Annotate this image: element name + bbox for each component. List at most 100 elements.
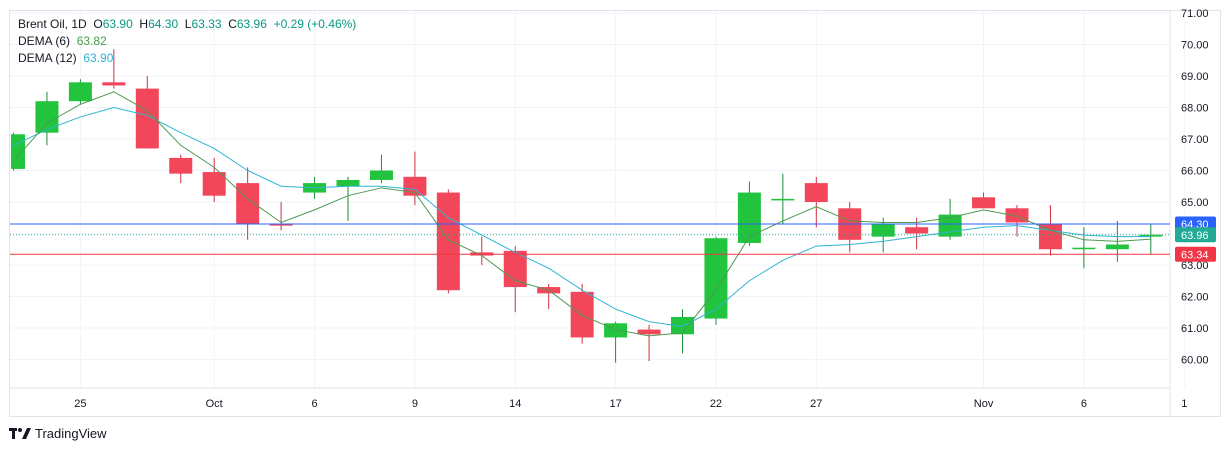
close-value: 63.96 <box>236 17 267 31</box>
price-tag-label: 63.96 <box>1181 230 1209 242</box>
y-tick-label: 61.00 <box>1181 323 1209 335</box>
x-tick-label: 14 <box>509 398 521 410</box>
candle-body <box>871 224 895 237</box>
candle <box>1072 227 1096 269</box>
candle <box>236 167 260 240</box>
low-value: 63.33 <box>191 17 222 31</box>
candle-body <box>1139 234 1163 237</box>
price-tag: 63.96 <box>1175 227 1216 243</box>
y-tick-label: 71.00 <box>1181 8 1209 20</box>
y-tick-label: 62.00 <box>1181 292 1209 304</box>
candle-body <box>436 192 460 291</box>
dema12-row[interactable]: DEMA (12) 63.90 <box>18 50 356 67</box>
candle <box>135 76 159 149</box>
candle-body <box>503 250 527 288</box>
dema12-line <box>13 106 1151 327</box>
candle <box>11 132 25 171</box>
candle-body <box>1005 208 1029 223</box>
candle-body <box>369 170 393 180</box>
tradingview-logo-icon <box>9 427 31 439</box>
candle <box>1005 205 1029 237</box>
candle <box>804 176 828 228</box>
y-tick-label: 63.00 <box>1181 260 1209 272</box>
candle <box>436 189 460 294</box>
candle <box>470 236 494 265</box>
x-tick-label: 25 <box>74 398 86 410</box>
x-tick-label: 22 <box>710 398 722 410</box>
dema6-row[interactable]: DEMA (6) 63.82 <box>18 33 356 50</box>
open-label: O <box>93 17 103 31</box>
dema6-label: DEMA (6) <box>18 34 71 48</box>
change-value: +0.29 (+0.46%) <box>273 17 357 31</box>
candle <box>202 157 226 202</box>
candle <box>704 236 728 325</box>
candle-body <box>202 172 226 196</box>
candles-layer <box>11 49 1163 363</box>
chart-legend: Brent Oil, 1D O63.90 H64.30 L63.33 C63.9… <box>18 16 356 67</box>
x-tick-label: Oct <box>206 398 223 410</box>
candle <box>403 151 427 206</box>
y-tick-label: 66.00 <box>1181 166 1209 178</box>
candle <box>169 154 193 184</box>
candle-body <box>403 176 427 196</box>
dema6-line <box>13 91 1151 337</box>
x-axis[interactable]: 25 Oct 6 9 14 17 22 27 Nov 6 1 <box>74 398 1187 410</box>
candle-body <box>804 183 828 202</box>
close-label: C <box>228 17 237 31</box>
candle-body <box>236 183 260 225</box>
grid-lines <box>10 11 1185 417</box>
high-label: H <box>139 17 149 31</box>
candle-body <box>169 157 193 174</box>
candle <box>336 176 360 221</box>
candle-body <box>737 192 761 243</box>
candle-body <box>269 224 293 226</box>
price-tag: 63.34 <box>1175 246 1216 262</box>
candle <box>570 283 594 344</box>
x-tick-label: 6 <box>311 398 317 410</box>
candle-body <box>102 82 126 86</box>
candle-body <box>11 134 25 169</box>
brand-label: TradingView <box>35 426 107 441</box>
x-tick-label: 27 <box>810 398 822 410</box>
x-tick-label: 1 <box>1181 398 1187 410</box>
y-tick-label: 70.00 <box>1181 40 1209 52</box>
price-tag-bg <box>1175 227 1216 243</box>
candle-body <box>135 88 159 149</box>
candle-body <box>637 329 661 335</box>
ohlc-row: Brent Oil, 1D O63.90 H64.30 L63.33 C63.9… <box>18 16 356 33</box>
dema6-value: 63.82 <box>76 34 107 48</box>
candle <box>637 324 661 362</box>
x-tick-label: Nov <box>974 398 994 410</box>
candle-body <box>1038 224 1062 250</box>
candle <box>503 246 527 313</box>
x-tick-label: 6 <box>1081 398 1087 410</box>
candle-body <box>972 197 996 209</box>
y-tick-label: 69.00 <box>1181 71 1209 83</box>
dema-layer <box>13 91 1151 337</box>
candle <box>269 202 293 231</box>
footer-branding[interactable]: TradingView <box>9 426 107 441</box>
price-lines-layer <box>10 223 1170 255</box>
open-value: 63.90 <box>102 17 133 31</box>
candle-body <box>35 101 59 133</box>
price-tag-bg <box>1175 246 1216 262</box>
chart-frame <box>9 10 1221 417</box>
price-tag-label: 63.34 <box>1181 249 1209 261</box>
candle-body <box>1072 247 1096 250</box>
candle <box>671 309 694 354</box>
candle-body <box>570 291 594 338</box>
candle <box>737 181 761 247</box>
y-tick-label: 67.00 <box>1181 134 1209 146</box>
candle <box>102 49 126 89</box>
candle <box>972 192 996 209</box>
low-label: L <box>184 17 192 31</box>
candle-body <box>68 82 92 102</box>
symbol-label: Brent Oil, 1D <box>18 17 87 31</box>
candle-body <box>771 198 795 201</box>
candle-body <box>671 316 694 335</box>
candle <box>604 321 628 363</box>
y-tick-label: 60.00 <box>1181 355 1209 367</box>
y-axis[interactable]: 60.0061.0062.0063.0064.0065.0066.0067.00… <box>1181 8 1209 367</box>
